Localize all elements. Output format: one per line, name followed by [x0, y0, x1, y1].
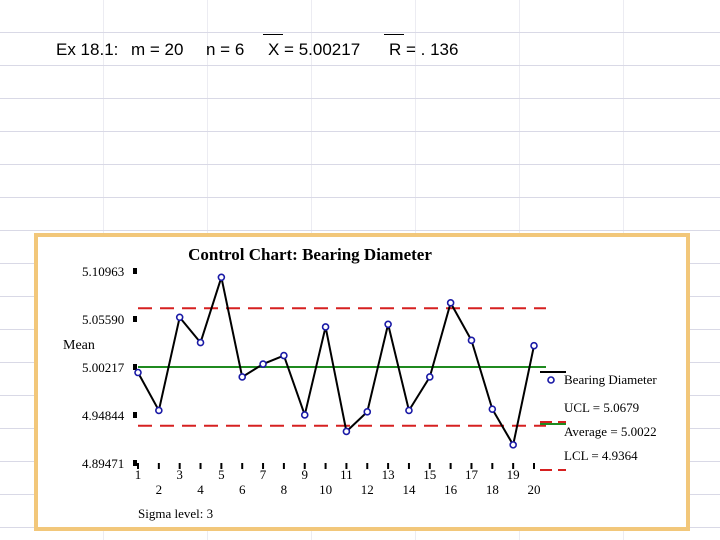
legend-label: LCL = 4.9364	[564, 448, 638, 463]
data-point	[300, 411, 309, 419]
chart-frame	[34, 233, 690, 531]
x-tick-label: 6	[239, 482, 246, 497]
x-tick-label: 7	[260, 467, 267, 482]
y-tick-mark	[133, 268, 137, 274]
legend-label: UCL = 5.0679	[564, 400, 639, 415]
n-value: n = 6	[206, 40, 245, 59]
legend-label: Average = 5.0022	[564, 424, 657, 439]
data-point	[467, 336, 476, 345]
data-point	[155, 406, 163, 415]
y-tick-mark	[133, 364, 137, 370]
x-tick-label: 3	[176, 467, 183, 482]
xbar-overline	[263, 34, 283, 35]
example-label: Ex 18.1:	[56, 40, 119, 59]
data-point	[384, 320, 392, 329]
data-point	[342, 427, 351, 436]
x-tick-label: 10	[319, 482, 332, 497]
y-tick-mark	[133, 316, 137, 322]
x-tick-label: 18	[486, 482, 499, 497]
data-point	[134, 368, 142, 377]
data-point	[425, 373, 434, 381]
x-tick-label: 1	[135, 467, 142, 482]
chart-title: Control Chart: Bearing Diameter	[188, 245, 432, 264]
y-tick-label: 5.10963	[82, 264, 124, 279]
legend-marker	[547, 376, 555, 384]
data-point	[175, 313, 184, 322]
data-point	[238, 373, 247, 381]
data-point	[196, 338, 205, 347]
x-tick-label: 20	[528, 482, 541, 497]
xbar-value: X = 5.00217	[268, 40, 361, 59]
x-tick-label: 19	[507, 467, 520, 482]
y-tick-label: 5.00217	[82, 360, 125, 375]
x-tick-label: 15	[423, 467, 436, 482]
rbar-value: R = . 136	[389, 40, 459, 59]
data-point	[530, 341, 538, 350]
y-tick-label: 4.89471	[82, 456, 124, 471]
x-tick-label: 8	[281, 482, 288, 497]
y-tick-mark	[133, 460, 137, 466]
m-value: m = 20	[131, 40, 184, 59]
data-point	[259, 360, 267, 368]
data-point	[488, 405, 497, 413]
x-tick-label: 2	[156, 482, 163, 497]
rbar-overline	[384, 34, 404, 35]
data-point	[446, 299, 455, 307]
y-tick-label: 5.05590	[82, 312, 124, 327]
data-point	[217, 273, 226, 282]
x-tick-label: 9	[301, 467, 308, 482]
series-line	[137, 273, 535, 448]
y-tick-label: 4.94844	[82, 408, 125, 423]
x-tick-label: 12	[361, 482, 374, 497]
legend-label: Bearing Diameter	[564, 372, 657, 387]
x-tick-label: 5	[218, 467, 225, 482]
x-tick-label: 11	[340, 467, 353, 482]
y-tick-mark	[133, 412, 137, 418]
data-point	[509, 441, 517, 449]
y-axis-label: Mean	[63, 338, 95, 353]
sigma-level-label: Sigma level: 3	[138, 506, 213, 521]
x-tick-label: 17	[465, 467, 479, 482]
x-tick-label: 14	[402, 482, 416, 497]
data-point	[321, 323, 330, 331]
x-tick-label: 13	[382, 467, 395, 482]
data-point	[280, 351, 288, 360]
x-tick-label: 4	[197, 482, 204, 497]
data-point	[405, 406, 413, 415]
data-point	[363, 408, 372, 416]
x-tick-label: 16	[444, 482, 458, 497]
